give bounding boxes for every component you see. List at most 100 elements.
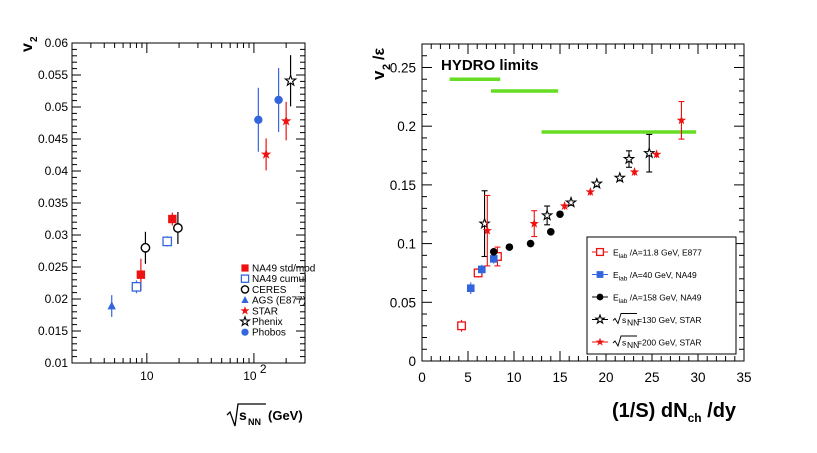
legend-label: NA49 cumul: [252, 274, 306, 285]
legend-label: CERES: [252, 285, 287, 296]
legend-label-post: /A=11.8 GeV, E877: [627, 248, 702, 258]
x-tick-label: 10: [506, 370, 521, 385]
legend-marker: [240, 274, 250, 283]
data-point: [540, 208, 554, 221]
hydro-limits: [449, 77, 697, 134]
plot-frame: [421, 43, 745, 362]
data-point: [489, 255, 498, 263]
legend-sqrt-s: s: [622, 338, 626, 348]
data-point: [280, 115, 292, 126]
legend-marker: [595, 337, 605, 346]
legend-label-pre: E: [613, 293, 619, 303]
data-point: [283, 73, 298, 87]
chart-v2-over-epsilon-vs-multiplicity: 0 0.05 0.1 0.15 0.2 0.25 0 5 10 15 20 25 30 35 v2/ε (1/…: [369, 43, 752, 425]
hydro-limits-label: HYDRO limits: [441, 57, 539, 74]
x-tick-label: 5: [464, 370, 472, 385]
data-point: [482, 225, 493, 235]
legend-sqrt-sub: NN: [627, 318, 639, 328]
legend-marker: [240, 285, 250, 294]
y-tick-label: 0.15: [390, 178, 416, 193]
x-tick-label: 10: [140, 369, 154, 383]
series-5: [283, 55, 298, 107]
y-tick-label: 0.06: [45, 36, 69, 50]
x-label-sub: ch: [688, 411, 702, 425]
data-point: [585, 186, 596, 196]
legend-marker: [241, 328, 249, 336]
data-point: [478, 217, 491, 229]
data-point: [131, 281, 142, 292]
data-point: [613, 171, 627, 184]
x-tick-label: 20: [598, 370, 613, 385]
legend-label: STAR: [252, 306, 278, 317]
y-label-suffix: /ε: [371, 48, 388, 60]
series-3: [478, 133, 656, 258]
data-point: [559, 201, 570, 211]
sqrt-sign: [612, 335, 637, 348]
y-tick-label: 0.1: [397, 237, 416, 252]
data-point: [489, 248, 498, 256]
y-label-sub: 2: [29, 36, 40, 42]
data-point: [274, 95, 283, 105]
series-2: [489, 210, 564, 256]
y-axis-label: v2/ε: [369, 48, 393, 80]
series-6: [254, 67, 283, 152]
data-point: [651, 149, 662, 159]
legend-label: Elab /A=40 GeV, NA49: [613, 270, 697, 283]
legend-marker: [241, 264, 249, 272]
sqrt-sign: [612, 313, 637, 325]
y-label-main: v: [19, 43, 36, 52]
series-1: [131, 236, 173, 294]
legend-label-pre: E: [613, 270, 619, 280]
y-tick-label: 0.055: [38, 68, 68, 82]
data-point: [457, 321, 467, 331]
y-tick-label: 0.01: [45, 356, 69, 370]
legend-label: =130 GeV, STAR: [637, 315, 702, 325]
data-point: [529, 218, 539, 228]
x-label-prefix: s: [239, 407, 247, 423]
legend: Elab /A=11.8 GeV, E877 Elab /A=40 GeV, NA…: [586, 236, 737, 355]
data-point: [260, 148, 272, 159]
chart-v2-vs-sqrt-snn: 0.01 0.015 0.02 0.025 0.03 0.035 0.04 0.045 0.05…: [19, 36, 315, 427]
y-tick-label: 0.04: [45, 164, 69, 178]
series-2: [140, 211, 183, 264]
legend-label: AGS (E877): [252, 296, 306, 307]
legend-marker: [238, 315, 252, 327]
data-point: [466, 284, 475, 293]
y-tick-label: 0.2: [397, 119, 416, 134]
y-label-main: v: [369, 70, 388, 80]
legend-marker: [240, 306, 250, 315]
y-tick-label: 0.02: [45, 292, 69, 306]
x-axis-label: (1/S) dNch /dy: [612, 400, 737, 425]
legend-label: Phobos: [252, 328, 286, 339]
x-label-sub: NN: [248, 417, 261, 427]
legend-marker: [594, 313, 606, 325]
y-tick-label: 0.025: [38, 260, 68, 274]
y-tick-label: 0.015: [38, 324, 68, 338]
series-4: [260, 101, 292, 171]
y-tick-label: 0.045: [38, 132, 68, 146]
data-point: [162, 236, 173, 247]
data-point: [676, 115, 687, 125]
legend-label-post: /A=158 GeV, NA49: [627, 293, 701, 303]
data-point: [547, 228, 555, 236]
legend-box: [586, 236, 737, 355]
data-point: [478, 265, 486, 274]
legend-label-sub: lab: [619, 298, 628, 305]
x-tick-exponent: 2: [260, 362, 267, 376]
legend-label-post: /A=40 GeV, NA49: [627, 270, 697, 280]
data-point: [622, 152, 636, 165]
series-4: [482, 100, 687, 267]
y-tick-label: 0.035: [38, 196, 68, 210]
data-point: [107, 301, 116, 310]
y-tick-label: 0.05: [45, 100, 69, 114]
x-label-suffix: (GeV): [268, 408, 303, 423]
legend-label-sub: lab: [619, 253, 628, 260]
y-tick-label: 0: [408, 354, 416, 369]
data-point: [140, 242, 151, 253]
x-tick-label: 0: [418, 370, 426, 385]
data-point: [526, 239, 535, 248]
x-tick-label: 15: [552, 370, 567, 385]
x-label-pre: (1/S) dN: [612, 400, 688, 422]
